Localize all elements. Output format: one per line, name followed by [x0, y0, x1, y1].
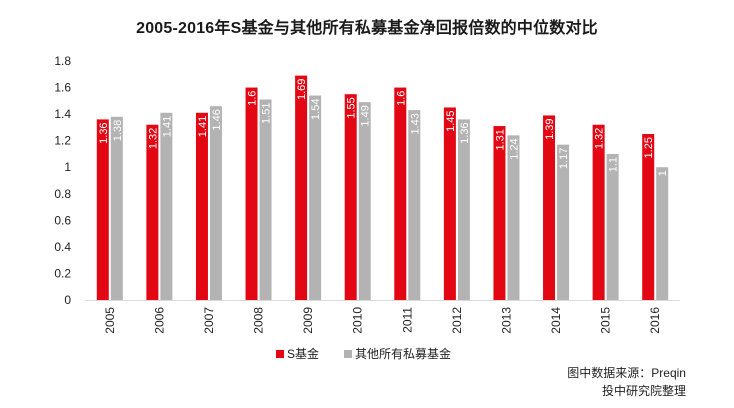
bar-other-pe: [557, 144, 570, 300]
bar-value-label: 1.31: [494, 129, 506, 150]
bar-s-fund: [543, 115, 556, 300]
bar-s-fund: [195, 112, 208, 301]
bar-value-label: 1.17: [558, 148, 570, 169]
bar-s-fund: [443, 107, 456, 300]
y-tick-label: 1.2: [54, 134, 71, 148]
bar-s-fund: [642, 134, 655, 300]
x-tick-label: 2008: [252, 307, 266, 334]
y-tick-label: 0: [64, 293, 71, 307]
source-note: 图中数据来源：Preqin: [567, 366, 686, 380]
bar-other-pe: [358, 102, 371, 301]
y-tick-label: 1.6: [54, 81, 71, 95]
bar-other-pe: [606, 153, 619, 300]
y-tick-label: 1.4: [54, 107, 71, 121]
bar-s-fund: [394, 87, 407, 300]
x-tick-label: 2013: [499, 307, 513, 334]
bar-other-pe: [309, 95, 322, 301]
y-tick-label: 0.2: [54, 266, 71, 280]
bar-value-label: 1.46: [211, 109, 223, 130]
bar-other-pe: [259, 99, 272, 300]
bar-s-fund: [295, 75, 308, 300]
bar-other-pe: [408, 110, 421, 300]
bar-s-fund: [592, 124, 605, 300]
x-axis: 2005 2006 2007 2008 2009 2010 2011 2012 2013 2014…: [85, 300, 680, 334]
bar-value-label: 1.69: [296, 79, 308, 100]
bar-other-pe: [507, 135, 520, 300]
bar-value-label: 1: [657, 170, 669, 176]
legend-label: 其他所有私募基金: [355, 346, 451, 361]
bar-value-label: 1.49: [360, 105, 372, 126]
bar-value-label: 1.32: [147, 128, 159, 149]
x-tick-label: 2007: [202, 307, 216, 334]
bar-value-label: 1.45: [445, 110, 457, 131]
bar-other-pe: [656, 167, 669, 300]
x-tick-label: 2014: [549, 307, 563, 334]
bar-value-label: 1.32: [594, 128, 606, 149]
bar-s-fund: [493, 126, 506, 300]
bar-s-fund: [96, 119, 109, 300]
y-tick-label: 1.8: [54, 54, 71, 68]
bar-value-label: 1.36: [98, 122, 110, 143]
legend-label: S基金: [287, 346, 319, 361]
legend: S基金 其他所有私募基金: [276, 346, 451, 361]
bar-value-label: 1.39: [544, 118, 556, 139]
bar-value-label: 1.54: [310, 99, 322, 120]
y-tick-label: 1: [64, 160, 71, 174]
x-tick-label: 2010: [351, 307, 365, 334]
bar-other-pe: [160, 112, 173, 301]
bar-other-pe: [209, 106, 222, 301]
bar-value-label: 1.6: [395, 91, 407, 106]
bar-value-label: 1.25: [643, 137, 655, 158]
bar-s-fund: [146, 124, 159, 300]
bar-s-fund: [245, 87, 258, 300]
legend-swatch-s-fund: [276, 350, 284, 358]
bar-value-label: 1.24: [508, 138, 520, 159]
bar-value-label: 1.36: [459, 122, 471, 143]
y-tick-label: 0.8: [54, 187, 71, 201]
x-tick-label: 2011: [400, 307, 414, 333]
bar-value-label: 1.6: [247, 91, 259, 106]
bar-value-label: 1.41: [197, 116, 209, 137]
bar-group: 1.36 1.38 1.321.41 1.41 1.461.61.511.691.54 1…: [96, 75, 669, 301]
x-tick-label: 2016: [648, 307, 662, 334]
x-tick-label: 2009: [301, 307, 315, 334]
legend-swatch-other-pe: [344, 350, 352, 358]
x-tick-label: 2005: [103, 307, 117, 334]
bar-value-label: 1.43: [409, 113, 421, 134]
bar-value-label: 1.38: [112, 120, 124, 141]
source-credit: 投中研究院整理: [601, 384, 686, 398]
bar-s-fund: [344, 94, 357, 300]
y-axis: 0 0.2 0.4 0.6 0.8 1 1.2 1.4 1.6 1.8: [54, 54, 71, 307]
y-tick-label: 0.6: [54, 213, 71, 227]
bar-value-label: 1.55: [346, 97, 358, 118]
x-tick-label: 2006: [152, 307, 166, 334]
bar-other-pe: [110, 116, 123, 301]
chart-title: 2005-2016年S基金与其他所有私募基金净回报倍数的中位数对比: [136, 20, 598, 37]
x-tick-label: 2012: [450, 307, 464, 334]
y-tick-label: 0.4: [54, 240, 71, 254]
bar-value-label: 1.51: [261, 103, 273, 124]
bar-other-pe: [457, 119, 470, 300]
x-tick-label: 2015: [599, 307, 613, 334]
bar-value-label: 1.41: [161, 116, 173, 137]
bar-value-label: 1.1: [608, 157, 620, 172]
